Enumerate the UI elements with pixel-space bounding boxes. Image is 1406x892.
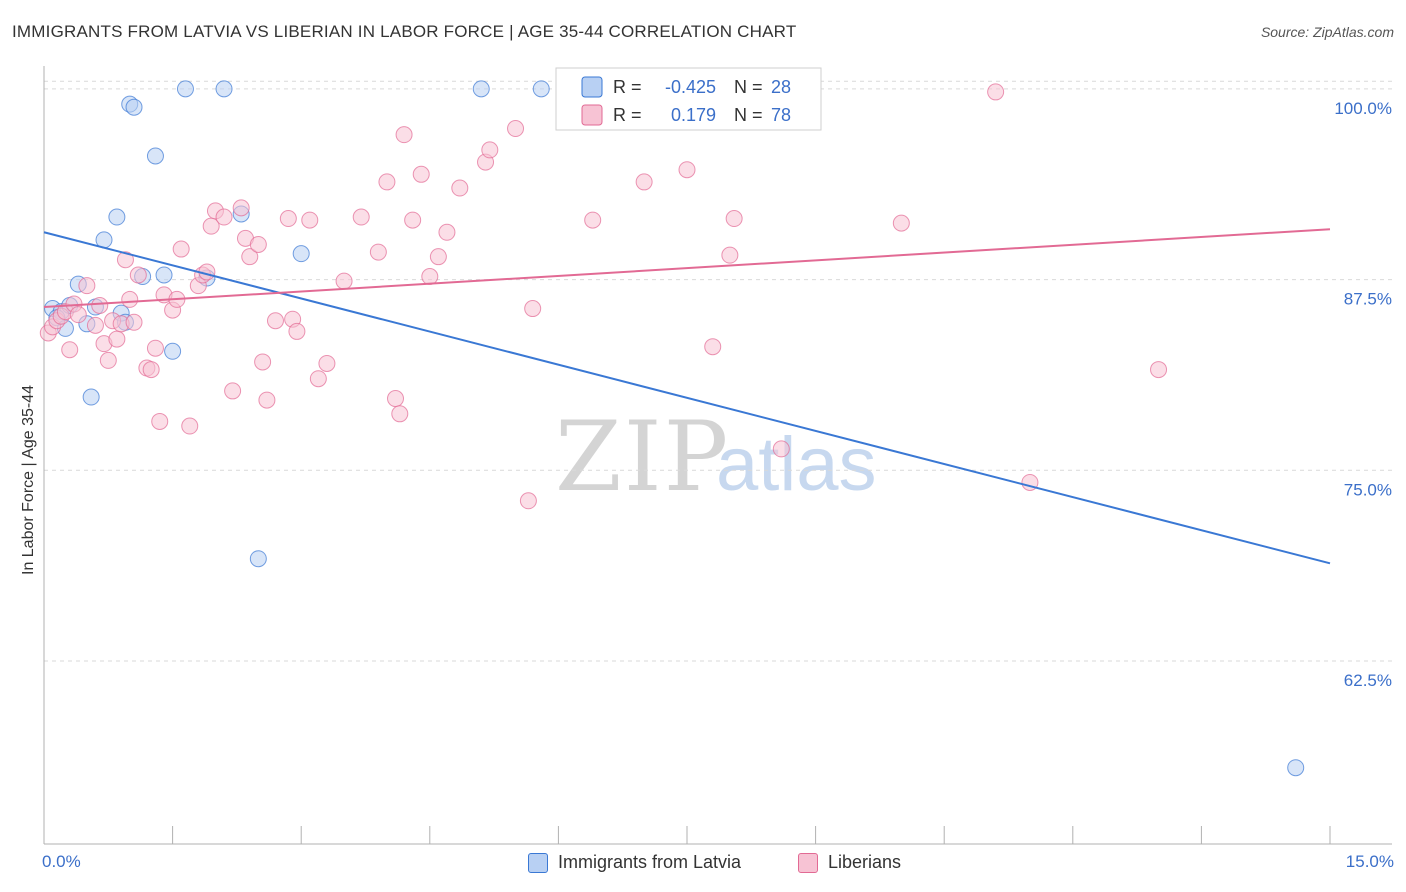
y-tick-label: 75.0% <box>1344 480 1392 499</box>
data-point-liberian <box>172 240 190 258</box>
data-point-latvia <box>146 147 164 165</box>
data-point-liberian <box>241 248 259 266</box>
data-point-liberian <box>519 492 537 510</box>
data-point-liberian <box>391 405 409 423</box>
data-point-liberian <box>352 208 370 226</box>
data-point-liberian <box>151 412 169 430</box>
data-point-liberian <box>258 391 276 409</box>
trend-line-liberian <box>43 228 1331 309</box>
data-point-liberian <box>772 440 790 458</box>
legend-r-value: 0.179 <box>671 105 716 125</box>
chart-title: IMMIGRANTS FROM LATVIA VS LIBERIAN IN LA… <box>12 22 797 41</box>
data-point-liberian <box>108 330 126 348</box>
data-point-liberian <box>125 313 143 331</box>
data-point-liberian <box>99 351 117 369</box>
data-point-liberian <box>704 338 722 356</box>
data-point-latvia <box>215 80 233 98</box>
watermark-zip: ZIP <box>555 401 730 513</box>
data-point-liberian <box>892 214 910 232</box>
legend-swatch-pink <box>798 852 818 873</box>
data-point-liberian <box>678 161 696 179</box>
legend-item-liberians: Liberians <box>798 852 901 873</box>
data-point-liberian <box>301 211 319 229</box>
data-point-latvia <box>82 388 100 406</box>
data-point-latvia <box>155 266 173 284</box>
data-point-liberian <box>309 370 327 388</box>
data-point-liberian <box>378 173 396 191</box>
data-point-latvia <box>164 342 182 360</box>
data-point-liberian <box>288 322 306 340</box>
data-point-latvia <box>125 98 143 116</box>
data-point-liberian <box>249 235 267 253</box>
data-point-liberian <box>1150 361 1168 379</box>
data-point-liberian <box>584 211 602 229</box>
y-tick-label: 87.5% <box>1344 290 1392 309</box>
data-point-liberian <box>451 179 469 197</box>
data-point-latvia <box>176 80 194 98</box>
legend-n-value: 28 <box>771 77 791 97</box>
legend-label-latvia: Immigrants from Latvia <box>558 852 742 872</box>
data-point-liberian <box>78 277 96 295</box>
data-point-liberian <box>61 341 79 359</box>
data-point-liberian <box>721 246 739 264</box>
data-point-liberian <box>335 272 353 290</box>
legend-n-label: N = <box>734 105 763 125</box>
data-point-liberian <box>279 210 297 228</box>
data-point-liberian <box>254 353 272 371</box>
x-tick-label-min: 0.0% <box>42 852 81 871</box>
data-point-liberian <box>404 211 422 229</box>
data-point-liberian <box>91 297 109 315</box>
data-point-liberian <box>987 83 1005 101</box>
legend-bottom: Immigrants from Latvia Liberians <box>0 852 1406 878</box>
legend-box-swatch <box>581 104 603 126</box>
y-tick-label: 62.5% <box>1344 671 1392 690</box>
data-point-liberian <box>725 210 743 228</box>
y-tick-label: 100.0% <box>1334 99 1392 118</box>
data-point-liberian <box>438 223 456 241</box>
legend-item-latvia: Immigrants from Latvia <box>528 852 741 873</box>
data-point-liberian <box>395 126 413 144</box>
data-point-liberian <box>369 243 387 261</box>
data-point-liberian <box>429 248 447 266</box>
legend-swatch-blue <box>528 852 548 873</box>
data-point-liberian <box>69 306 87 324</box>
data-point-liberian <box>507 120 525 138</box>
data-point-liberian <box>116 251 134 269</box>
data-point-liberian <box>121 290 139 308</box>
data-point-liberian <box>129 266 147 284</box>
trend-line-latvia <box>43 231 1331 565</box>
data-point-liberian <box>266 312 284 330</box>
data-point-latvia <box>108 208 126 226</box>
data-point-latvia <box>472 80 490 98</box>
data-point-liberian <box>318 354 336 372</box>
chart-source: Source: ZipAtlas.com <box>1260 24 1394 40</box>
data-point-liberian <box>215 208 233 226</box>
legend-label-liberians: Liberians <box>828 852 902 872</box>
legend-r-label: R = <box>613 77 642 97</box>
data-point-latvia <box>532 80 550 98</box>
legend-r-value: -0.425 <box>665 77 716 97</box>
legend-n-label: N = <box>734 77 763 97</box>
data-point-liberian <box>86 316 104 334</box>
data-point-liberian <box>224 382 242 400</box>
data-point-liberian <box>412 165 430 183</box>
data-point-latvia <box>249 550 267 568</box>
legend-box-swatch <box>581 76 603 98</box>
watermark-atlas: atlas <box>716 422 877 507</box>
data-point-liberian <box>387 390 405 408</box>
data-point-latvia <box>292 245 310 263</box>
data-point-liberian <box>146 339 164 357</box>
data-point-liberian <box>524 300 542 318</box>
data-point-liberian <box>142 361 160 379</box>
data-point-liberian <box>421 268 439 286</box>
data-point-liberian <box>232 199 250 217</box>
data-point-latvia <box>1287 759 1305 777</box>
legend-r-label: R = <box>613 105 642 125</box>
data-point-liberian <box>181 417 199 435</box>
data-point-liberian <box>481 141 499 159</box>
x-tick-label-max: 15.0% <box>1345 852 1394 871</box>
legend-n-value: 78 <box>771 105 791 125</box>
data-point-liberian <box>635 173 653 191</box>
